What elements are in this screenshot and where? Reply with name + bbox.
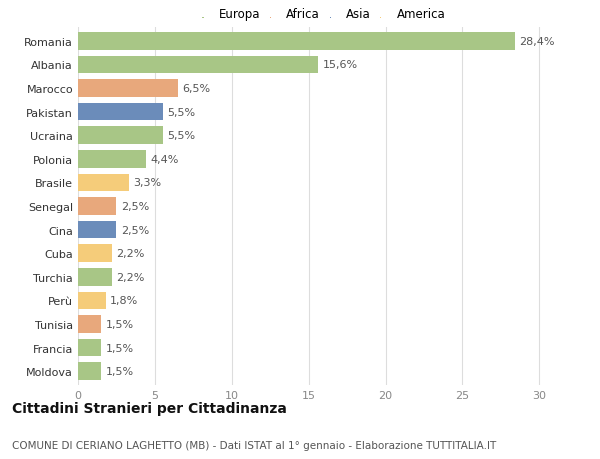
Text: 2,5%: 2,5%: [121, 202, 149, 212]
Text: 15,6%: 15,6%: [322, 60, 358, 70]
Bar: [78, 151, 146, 168]
Text: 2,5%: 2,5%: [121, 225, 149, 235]
Text: 28,4%: 28,4%: [519, 37, 555, 47]
Text: 1,8%: 1,8%: [110, 296, 139, 306]
Legend: Europa, Africa, Asia, America: Europa, Africa, Asia, America: [197, 3, 451, 25]
Text: 3,3%: 3,3%: [133, 178, 161, 188]
Text: 1,5%: 1,5%: [106, 343, 134, 353]
Text: 2,2%: 2,2%: [116, 272, 145, 282]
Bar: [78, 315, 101, 333]
Text: 6,5%: 6,5%: [182, 84, 211, 94]
Bar: [78, 103, 163, 121]
Bar: [78, 174, 129, 192]
Text: 1,5%: 1,5%: [106, 366, 134, 376]
Text: 4,4%: 4,4%: [150, 154, 179, 164]
Bar: [78, 198, 116, 215]
Text: 1,5%: 1,5%: [106, 319, 134, 329]
Text: 2,2%: 2,2%: [116, 249, 145, 259]
Bar: [78, 33, 515, 50]
Bar: [78, 269, 112, 286]
Bar: [78, 56, 318, 74]
Bar: [78, 221, 116, 239]
Bar: [78, 339, 101, 357]
Bar: [78, 80, 178, 98]
Bar: [78, 127, 163, 145]
Text: 5,5%: 5,5%: [167, 131, 196, 141]
Bar: [78, 245, 112, 263]
Text: COMUNE DI CERIANO LAGHETTO (MB) - Dati ISTAT al 1° gennaio - Elaborazione TUTTIT: COMUNE DI CERIANO LAGHETTO (MB) - Dati I…: [12, 440, 496, 450]
Bar: [78, 363, 101, 380]
Text: 5,5%: 5,5%: [167, 107, 196, 118]
Bar: [78, 292, 106, 310]
Text: Cittadini Stranieri per Cittadinanza: Cittadini Stranieri per Cittadinanza: [12, 402, 287, 415]
